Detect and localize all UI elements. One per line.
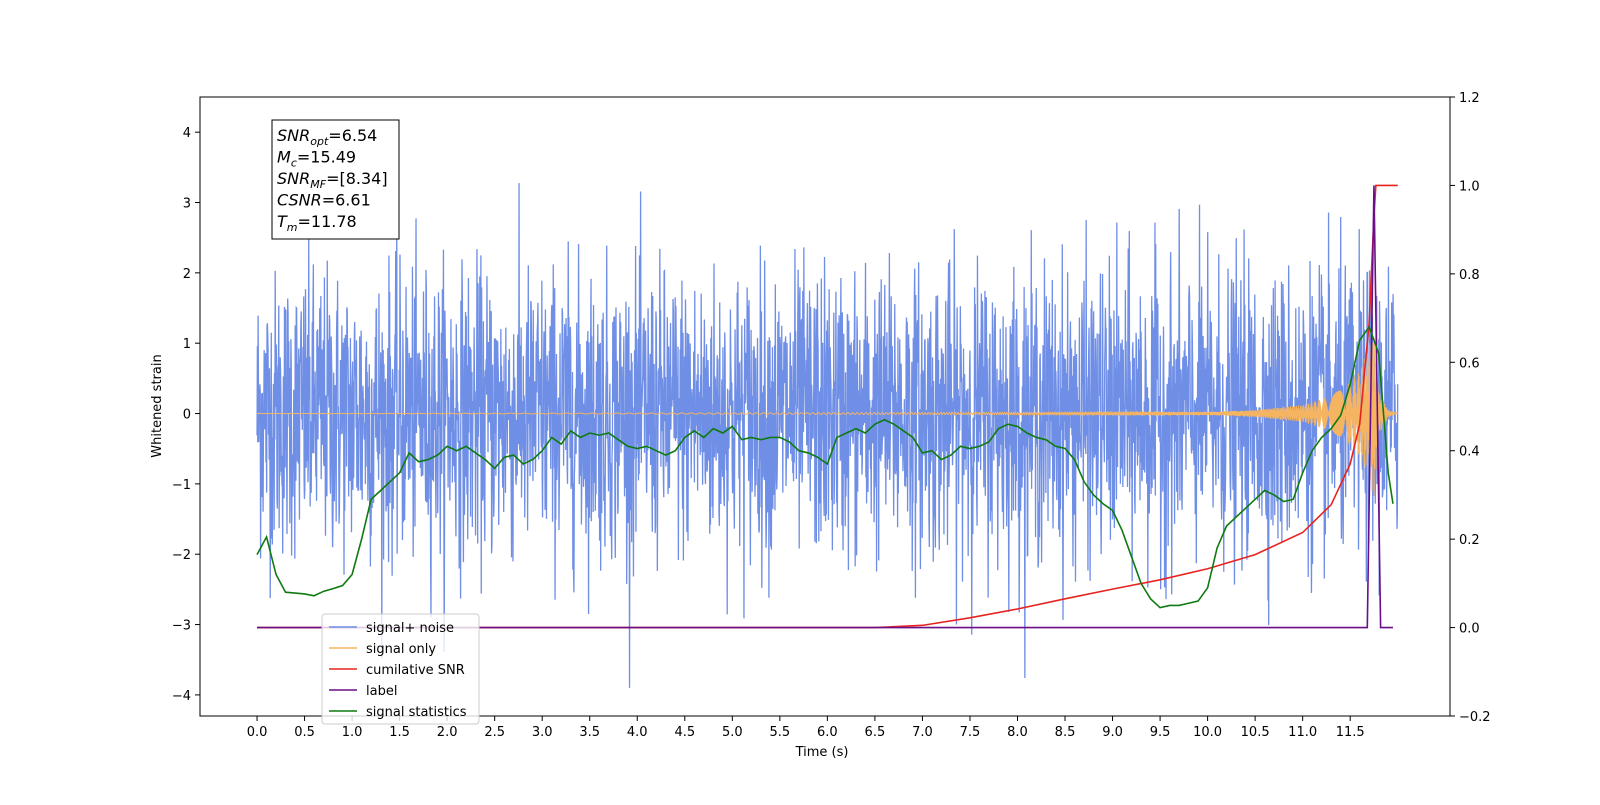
x-tick-label: 9.0	[1102, 725, 1123, 740]
x-axis: 0.0 0.5 1.0 1.5 2.0 2.5 3.0 3.5 4.0 4.5 5.0 5.5 6.0 6…	[247, 716, 1365, 740]
legend-label-signal-statistics: signal statistics	[366, 705, 467, 720]
x-tick-label: 7.0	[912, 725, 933, 740]
info-box: SNRopt=6.54Mc=15.49SNRMF=[8.34]CSNR=6.61…	[271, 119, 400, 240]
x-tick-label: 2.5	[484, 725, 505, 740]
x-tick-label: 4.0	[627, 725, 648, 740]
series-line-signal-only	[257, 338, 1398, 497]
legend-label-signal-only: signal only	[366, 642, 436, 657]
x-tick-label: 2.0	[437, 725, 458, 740]
x-tick-label: 8.0	[1007, 725, 1028, 740]
x-tick-label: 5.0	[722, 725, 743, 740]
x-tick-label: 3.0	[532, 725, 553, 740]
info-line: Mc=15.49	[277, 148, 356, 170]
x-tick-label: 6.0	[817, 725, 838, 740]
x-tick-label: 0.0	[247, 725, 268, 740]
y2-tick-label: 0.4	[1459, 445, 1480, 460]
y2-tick-label: 0.0	[1459, 622, 1480, 637]
y2-tick-label: 0.6	[1459, 356, 1480, 371]
y-tick-label: 3	[183, 197, 191, 212]
x-tick-label: 1.0	[342, 725, 363, 740]
y-axis-label: Whitened strain	[150, 354, 165, 457]
y-tick-label: 2	[183, 267, 191, 282]
y-axis-right: −0.2 0.0 0.2 0.4 0.6 0.8 1.0 1.2	[1450, 91, 1491, 725]
x-tick-label: 3.5	[579, 725, 600, 740]
y-tick-label: −2	[172, 548, 191, 563]
x-tick-label: 10.5	[1241, 725, 1270, 740]
legend: signal+ noise signal only cumilative SNR la…	[321, 613, 480, 725]
info-line: SNRMF=[8.34]	[277, 169, 388, 191]
y-axis-left: −4 −3 −2 −1 0 1 2 3 4	[172, 126, 200, 704]
x-tick-label: 0.5	[294, 725, 315, 740]
x-tick-label: 6.5	[865, 725, 886, 740]
x-tick-label: 11.0	[1288, 725, 1317, 740]
x-tick-label: 1.5	[389, 725, 410, 740]
y2-tick-label: 0.8	[1459, 268, 1480, 283]
info-line: SNRopt=6.54	[277, 126, 377, 148]
series-line-signal-statistics	[256, 325, 1394, 609]
y-tick-label: −4	[172, 689, 191, 704]
legend-label-cumilative-snr: cumilative SNR	[366, 663, 465, 678]
y2-tick-label: 0.2	[1459, 533, 1480, 548]
y-tick-label: 0	[183, 408, 191, 423]
series-line-cumilative-snr	[257, 184, 1398, 629]
x-tick-label: 11.5	[1336, 725, 1365, 740]
series-line-label	[257, 185, 1393, 629]
x-tick-label: 5.5	[770, 725, 791, 740]
plot-frame	[199, 96, 1451, 717]
y-tick-label: −1	[172, 478, 191, 493]
y2-tick-label: 1.0	[1459, 179, 1480, 194]
y-tick-label: 4	[183, 126, 191, 141]
legend-label-label: label	[366, 684, 397, 699]
y2-tick-label: 1.2	[1459, 91, 1480, 106]
x-tick-label: 7.5	[960, 725, 981, 740]
x-tick-label: 10.0	[1193, 725, 1222, 740]
y-tick-label: −3	[172, 619, 191, 634]
legend-label-signal-noise: signal+ noise	[366, 621, 454, 636]
info-line: CSNR=6.61	[277, 191, 371, 210]
series-line-signal-noise	[256, 183, 1399, 688]
info-line: Tm=11.78	[277, 212, 357, 234]
x-tick-label: 8.5	[1055, 725, 1076, 740]
x-tick-label: 9.5	[1150, 725, 1171, 740]
x-axis-label: Time (s)	[795, 745, 849, 760]
y2-tick-label: −0.2	[1459, 710, 1491, 725]
x-tick-label: 4.5	[674, 725, 695, 740]
y-tick-label: 1	[183, 337, 191, 352]
